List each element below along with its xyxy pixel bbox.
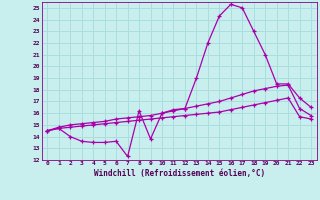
X-axis label: Windchill (Refroidissement éolien,°C): Windchill (Refroidissement éolien,°C) <box>94 169 265 178</box>
